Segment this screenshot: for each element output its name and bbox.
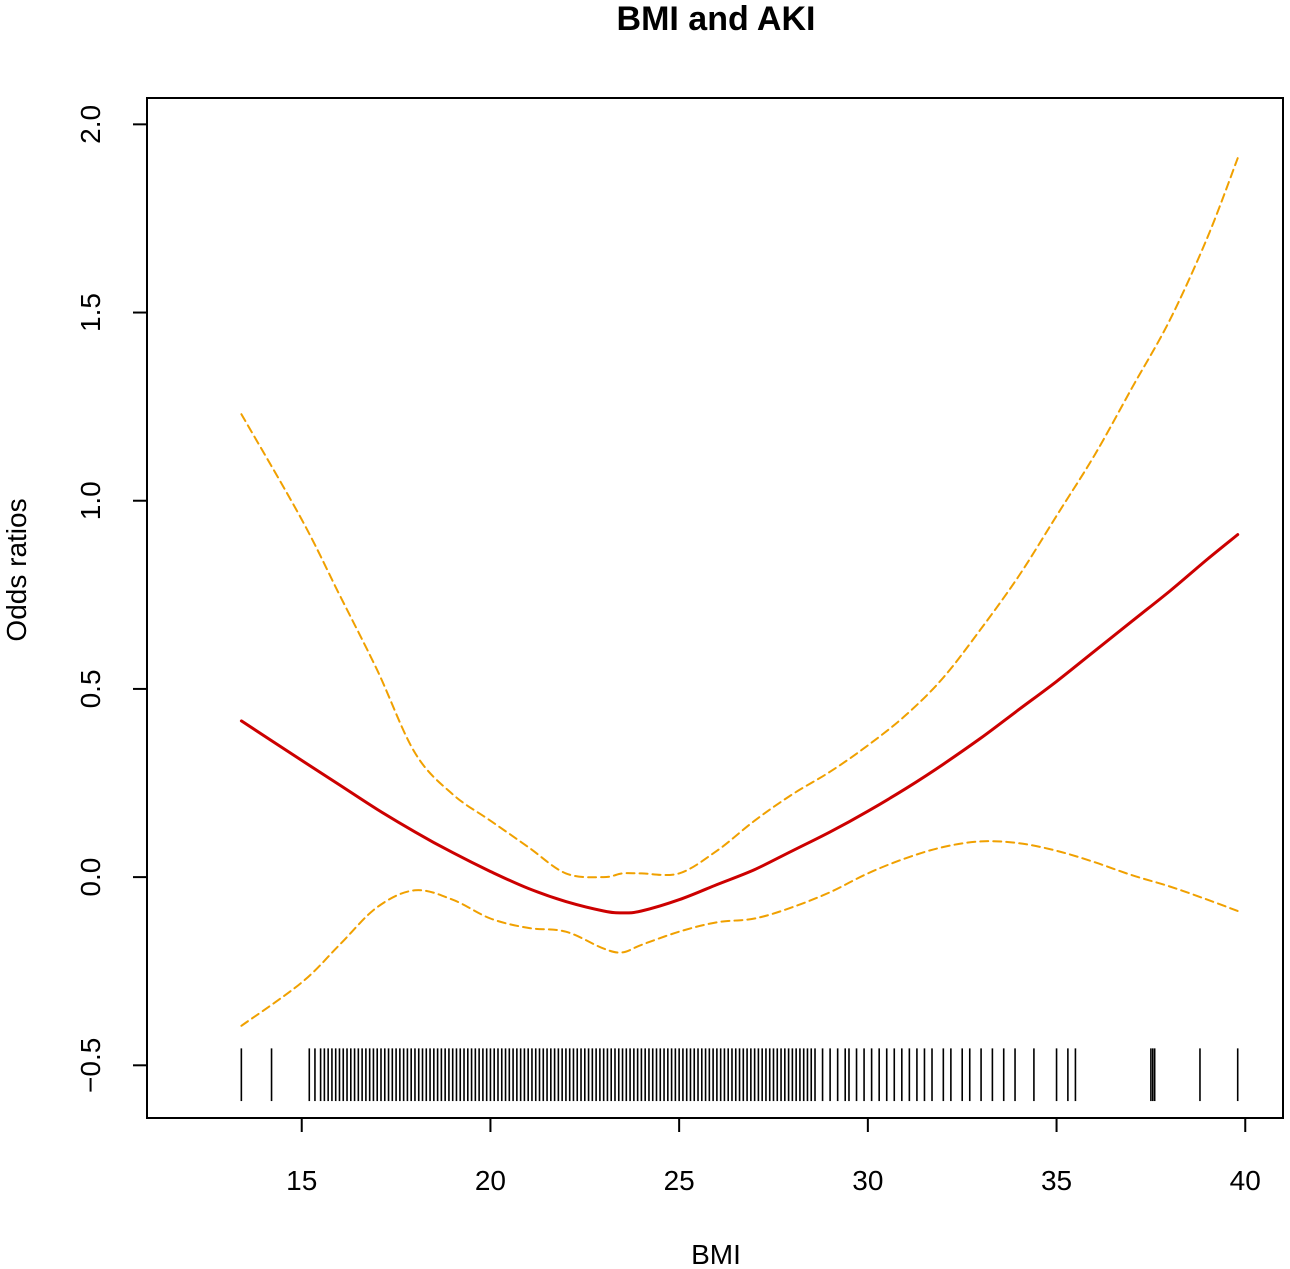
x-tick-label: 35 (1041, 1165, 1072, 1196)
lower-ci-line (240, 840, 1239, 1027)
y-ticks: −0.5 0.0 0.5 1.0 1.5 2.0 (75, 105, 147, 1093)
y-tick-label: 0.5 (75, 669, 106, 708)
plot-frame (146, 97, 1284, 1119)
estimate-line (239, 533, 1240, 915)
chart-title: BMI and AKI (617, 0, 816, 38)
y-tick-label: 0.0 (75, 858, 106, 897)
x-tick-label: 25 (664, 1165, 695, 1196)
y-tick-label: −0.5 (75, 1038, 106, 1093)
y-axis-title: Odds ratios (1, 498, 32, 641)
y-axis: −0.5 0.0 0.5 1.0 1.5 2.0 (75, 105, 148, 1093)
y-tick-label: 2.0 (75, 105, 106, 144)
x-axis: 15 20 25 30 35 40 (286, 1117, 1261, 1196)
x-tick-label: 20 (475, 1165, 506, 1196)
x-ticks: 15 20 25 30 35 40 (286, 1118, 1261, 1196)
rug-marks (240, 1048, 1239, 1102)
x-tick-label: 15 (286, 1165, 317, 1196)
y-tick-label: 1.5 (75, 293, 106, 332)
series-layer (239, 157, 1240, 1027)
y-tick-label: 1.0 (75, 481, 106, 520)
x-tick-label: 30 (852, 1165, 883, 1196)
upper-ci-line (240, 157, 1239, 879)
x-tick-label: 40 (1230, 1165, 1261, 1196)
x-axis-title: BMI (691, 1239, 741, 1269)
